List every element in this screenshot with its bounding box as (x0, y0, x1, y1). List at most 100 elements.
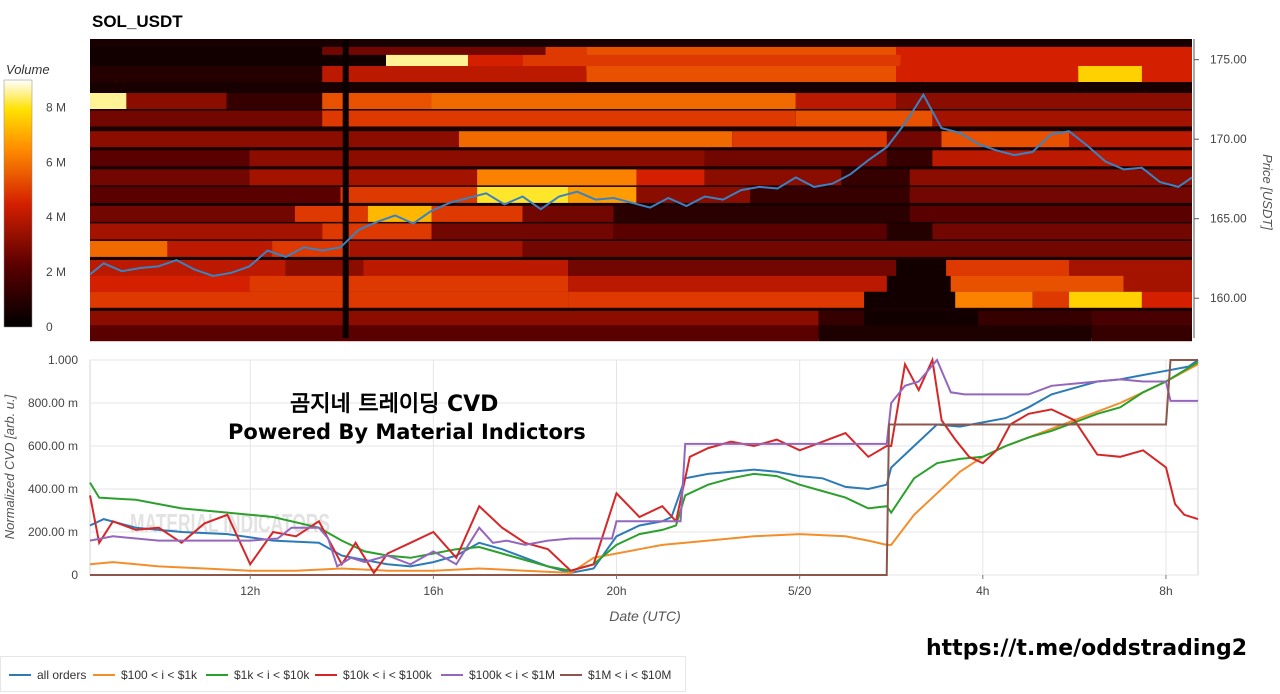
telegram-link[interactable]: https://t.me/oddstrading2 (926, 636, 1248, 661)
legend: all orders $100 < i < $1k $1k < i < $10k $1… (0, 656, 686, 692)
heatmap-cell (1091, 325, 1192, 342)
cvd-series-line (90, 359, 1198, 576)
heatmap-cell (932, 223, 1192, 240)
heatmap-cell (955, 291, 1033, 308)
heatmap-cell (1078, 66, 1142, 82)
colorbar-tick-label: 8 M (46, 100, 66, 114)
cvd-y-tick-label: 0 (71, 568, 78, 582)
colorbar-label: Volume (6, 62, 50, 77)
heatmap-cell (978, 310, 1092, 327)
cvd-y-tick-label: 400.00 m (28, 482, 78, 496)
heatmap-cell (909, 186, 1192, 203)
heatmap-cell (90, 66, 323, 82)
price-line (89, 92, 1193, 278)
price-tick-label: 165.00 (1210, 212, 1247, 226)
legend-item[interactable]: $10k < i < $100k (315, 668, 432, 682)
legend-label: $1k < i < $10k (234, 668, 310, 682)
cvd-x-tick-label: 4h (976, 584, 989, 598)
heatmap-cell (90, 169, 250, 186)
heatmap-cell (363, 260, 569, 276)
colorbar-ticks: 0 2 M 4 M 6 M 8 M (46, 100, 66, 334)
cvd-y-tick-label: 1.000 (48, 353, 78, 367)
heatmap-cell (458, 131, 733, 148)
heatmap-cell (349, 240, 523, 257)
heatmap-cell (886, 131, 942, 148)
heatmap-cell (340, 291, 569, 308)
colorbar-tick-label: 6 M (46, 155, 66, 169)
cvd-x-axis-title: Date (UTC) (609, 608, 681, 624)
legend-label: $1M < i < $10M (588, 668, 672, 682)
legend-item[interactable]: all orders (9, 668, 86, 682)
heatmap-cell (90, 93, 127, 109)
cvd-series-line (89, 361, 1199, 572)
heatmap-cell (950, 275, 1124, 292)
cvd-series-line (89, 359, 1199, 574)
heatmap-chart: Volume 02 M4 M6 M8 M 160.00165.00170.001… (3, 39, 1275, 342)
heatmap-cell (841, 169, 910, 186)
heatmap-cell (477, 169, 637, 186)
heatmap-cell (1141, 291, 1192, 308)
heatmap-cell (795, 110, 933, 127)
heatmap-cell (294, 205, 368, 222)
heatmap-cell (322, 110, 796, 127)
heatmap-cell (226, 93, 323, 109)
heatmap-cell (477, 186, 569, 203)
cvd-y-tick-label: 200.00 m (28, 525, 78, 539)
heatmap-cell (1141, 66, 1192, 82)
heatmap-cell (1123, 275, 1192, 292)
legend-swatch (560, 674, 582, 676)
heatmap-cell (795, 93, 896, 109)
legend-label: all orders (37, 668, 87, 682)
cvd-y-axis-title: Normalized CVD [arb. u.] (2, 394, 17, 539)
legend-item[interactable]: $100k < i < $1M (441, 668, 555, 682)
heatmap-cell (896, 260, 947, 276)
heatmap-cell (568, 291, 865, 308)
cvd-y-tick-label: 800.00 m (28, 396, 78, 410)
heatmap-cell (732, 131, 887, 148)
heatmap-cell (90, 310, 341, 327)
heatmap-cell (568, 260, 896, 276)
legend-item[interactable]: $1M < i < $10M (560, 668, 671, 682)
heatmap-cell (90, 205, 295, 222)
price-tick-label: 170.00 (1210, 132, 1247, 146)
heatmap-cell (1091, 310, 1192, 327)
cvd-series-line (89, 356, 1199, 575)
heatmap-cell (90, 275, 250, 292)
legend-swatch (206, 674, 228, 676)
cvd-series (89, 356, 1199, 576)
heatmap-cell (864, 291, 956, 308)
heatmap-cell (90, 260, 286, 276)
heatmap-cell (896, 66, 1079, 82)
heatmap-cell (90, 291, 341, 308)
heatmap-cell (932, 110, 1192, 127)
heatmap-cell (886, 150, 933, 167)
heatmap-cell (367, 205, 432, 222)
chart-title: SOL_USDT (92, 12, 183, 31)
price-tick-label: 160.00 (1210, 291, 1247, 305)
legend-item[interactable]: $100 < i < $1k (93, 668, 197, 682)
heatmap-cell (818, 310, 865, 327)
heatmap-cell (90, 186, 341, 203)
heatmap-cell (249, 150, 705, 167)
heatmap-cell (322, 93, 432, 109)
heatmap-cell (431, 93, 796, 109)
heatmap-cell (1069, 131, 1192, 148)
heatmap-cell (90, 150, 250, 167)
legend-item[interactable]: $1k < i < $10k (206, 668, 309, 682)
overlay-subtitle: Powered By Material Indictors (228, 420, 586, 444)
heatmap-cell (896, 240, 1192, 257)
overlay-title: 곰지네 트레이딩 CVD (290, 392, 499, 417)
heatmap-cell (431, 223, 614, 240)
cvd-series-line (89, 358, 1198, 568)
heatmap-cell (167, 240, 273, 257)
cvd-x-tick-label: 8h (1159, 584, 1172, 598)
heatmap-cell (90, 110, 323, 127)
cvd-x-tick-label: 12h (240, 584, 260, 598)
heatmap-cell (90, 325, 819, 342)
heatmap-cell (90, 131, 459, 148)
heatmap-cell (522, 205, 614, 222)
heatmap-cell (90, 223, 323, 240)
heatmap-cell (90, 240, 168, 257)
heatmap-cell (864, 310, 978, 327)
heatmap-cell (568, 275, 887, 292)
